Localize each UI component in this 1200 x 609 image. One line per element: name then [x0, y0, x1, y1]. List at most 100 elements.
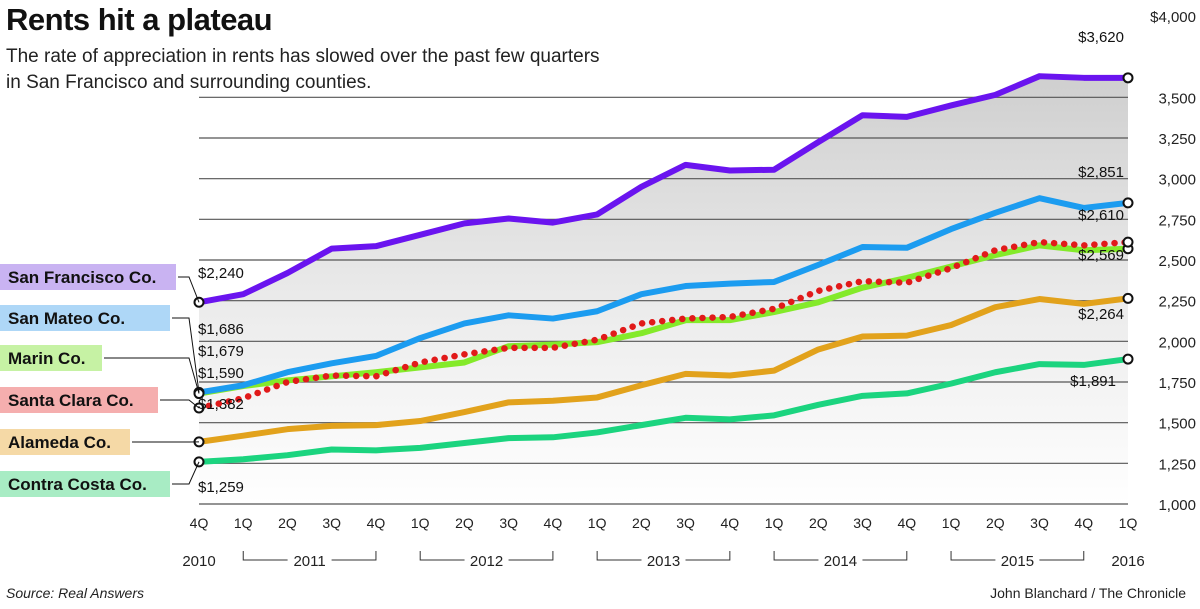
x-year-label: 2014 — [824, 553, 857, 570]
x-year-label: 2011 — [293, 553, 325, 570]
year-bracket — [596, 551, 642, 561]
source-note: Source: Real Answers — [6, 585, 144, 601]
start-value-label: $1,679 — [198, 343, 244, 360]
y-tick-label: 1,500 — [1158, 416, 1196, 433]
endpoint-marker — [1122, 353, 1134, 365]
x-tick-label: 4Q — [190, 515, 209, 531]
y-tick-label: $4,000 — [1150, 9, 1196, 26]
legend-label: Alameda Co. — [8, 433, 111, 452]
series-line-san-mateo-co- — [196, 195, 1131, 396]
series-line-contra-costa-co- — [196, 356, 1131, 465]
year-bracket — [242, 551, 288, 561]
legend-swatch — [0, 305, 170, 331]
end-value-label: $2,851 — [1078, 164, 1124, 181]
x-tick-label: 4Q — [721, 515, 740, 531]
endpoint-marker — [1122, 236, 1134, 248]
x-tick-label: 1Q — [588, 515, 607, 531]
x-tick-label: 3Q — [322, 515, 341, 531]
x-tick-label: 2Q — [455, 515, 474, 531]
year-bracket — [950, 551, 996, 561]
x-year-label: 2016 — [1111, 553, 1144, 570]
y-tick-label: 2,000 — [1158, 334, 1196, 351]
y-tick-label: 3,250 — [1158, 131, 1196, 148]
x-year-label: 2012 — [470, 553, 503, 570]
x-year-label: 2010 — [182, 553, 215, 570]
legend-label: San Francisco Co. — [8, 268, 156, 287]
y-tick-label: 2,250 — [1158, 294, 1196, 311]
y-tick-label: 3,500 — [1158, 90, 1196, 107]
year-bracket — [862, 551, 908, 561]
end-value-label: $2,610 — [1078, 207, 1124, 224]
x-year-label: 2013 — [647, 553, 680, 570]
year-bracket — [1039, 551, 1085, 561]
y-tick-label: 1,250 — [1158, 456, 1196, 473]
legend-label: Marin Co. — [8, 349, 85, 368]
x-tick-label: 3Q — [1030, 515, 1049, 531]
legend-swatch — [0, 429, 130, 455]
y-tick-label: 1,750 — [1158, 375, 1196, 392]
x-tick-label: 4Q — [897, 515, 916, 531]
start-value-label: $2,240 — [198, 265, 244, 282]
y-tick-label: 1,000 — [1158, 497, 1196, 514]
year-bracket — [331, 551, 377, 561]
legend-swatch — [0, 264, 176, 290]
chart-subtitle: The rate of appreciation in rents has sl… — [6, 46, 600, 93]
start-value-label: $1,686 — [198, 321, 244, 338]
end-value-label: $2,569 — [1078, 247, 1124, 264]
legend-swatch — [0, 345, 102, 371]
x-tick-label: 4Q — [544, 515, 563, 531]
x-tick-label: 2Q — [632, 515, 651, 531]
legend-leader-line — [172, 317, 200, 393]
x-tick-label: 1Q — [1119, 515, 1138, 531]
legend-label: Contra Costa Co. — [8, 475, 147, 494]
legend-label: San Mateo Co. — [8, 309, 125, 328]
x-tick-label: 1Q — [942, 515, 961, 531]
series-line-santa-clara-co- — [195, 238, 1132, 412]
legend-leader-line — [172, 461, 200, 485]
legend-leader-line — [178, 276, 200, 303]
endpoint-marker — [1122, 292, 1134, 304]
x-tick-label: 1Q — [765, 515, 784, 531]
series-lines — [193, 72, 1134, 468]
legend-swatch — [0, 471, 170, 497]
y-axis: 1,000 1,250 1,500 1,750 2,000 2,250 2,500 2,750… — [1150, 9, 1196, 514]
x-tick-label: 4Q — [1074, 515, 1093, 531]
year-bracket — [773, 551, 819, 561]
x-tick-label: 2Q — [986, 515, 1005, 531]
year-bracket — [685, 551, 731, 561]
start-value-label: $1,382 — [198, 396, 244, 413]
x-tick-label: 1Q — [234, 515, 253, 531]
series-line-alameda-co- — [196, 295, 1131, 445]
year-bracket — [508, 551, 554, 561]
legend: San Francisco Co. San Mateo Co. Marin Co. S… — [0, 264, 200, 497]
year-bracket — [419, 551, 465, 561]
end-value-label: $3,620 — [1078, 29, 1124, 46]
x-tick-label: 3Q — [853, 515, 872, 531]
legend-swatch — [0, 387, 158, 413]
end-value-label: $1,891 — [1070, 373, 1116, 390]
x-axis: 4Q 1Q 2Q 3Q 4Q 1Q 2Q 3Q 4Q 1Q 2Q 3Q 4Q 1Q 2Q 3Q 4Q 1Q 2Q 3Q… — [182, 515, 1144, 570]
start-value-label: $1,259 — [198, 479, 244, 496]
x-tick-label: 2Q — [809, 515, 828, 531]
x-tick-label: 1Q — [411, 515, 430, 531]
start-value-label: $1,590 — [198, 365, 244, 382]
x-tick-label: 4Q — [367, 515, 386, 531]
x-tick-label: 3Q — [676, 515, 695, 531]
legend-leader-line — [160, 399, 200, 409]
y-tick-label: 2,750 — [1158, 212, 1196, 229]
x-tick-label: 3Q — [499, 515, 518, 531]
x-year-label: 2015 — [1001, 553, 1034, 570]
endpoint-marker — [1122, 72, 1134, 84]
series-line-san-francisco-co- — [196, 73, 1131, 306]
legend-leader-line — [104, 357, 200, 394]
y-tick-label: 2,500 — [1158, 253, 1196, 270]
endpoint-marker — [1122, 197, 1134, 209]
x-tick-label: 2Q — [278, 515, 297, 531]
value-labels: $2,240 $1,686 $1,679 $1,590 $1,382 $1,259 $3,6… — [198, 29, 1124, 496]
legend-label: Santa Clara Co. — [8, 391, 134, 410]
chart-title: Rents hit a plateau — [6, 2, 273, 37]
credit-note: John Blanchard / The Chronicle — [990, 585, 1186, 601]
y-tick-label: 3,000 — [1158, 172, 1196, 189]
end-value-label: $2,264 — [1078, 306, 1124, 323]
